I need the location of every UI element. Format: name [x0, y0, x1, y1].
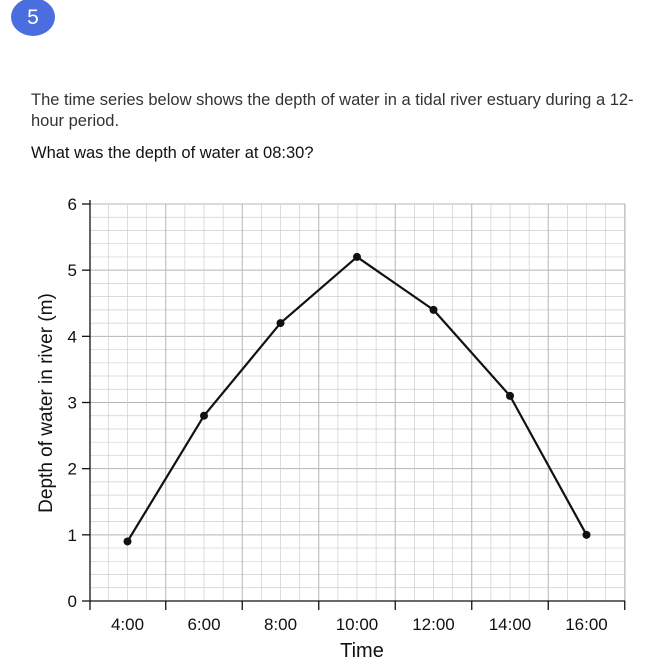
y-axis-title: Depth of water in river (m) [36, 293, 57, 513]
x-tick-label: 14:00 [489, 615, 532, 634]
x-tick-label: 16:00 [565, 615, 608, 634]
y-tick-label: 2 [68, 460, 77, 479]
data-point [123, 537, 132, 546]
chart-series [123, 252, 591, 546]
question-intro-text: The time series below shows the depth of… [31, 91, 634, 130]
question-number-badge: 5 [11, 0, 55, 36]
data-point [200, 411, 208, 420]
y-tick-label: 0 [68, 592, 77, 611]
data-point [582, 530, 591, 539]
x-tick-label: 6:00 [187, 615, 220, 634]
y-tick-label: 6 [68, 195, 77, 214]
chart-axes [82, 200, 626, 610]
x-tick-label: 4:00 [111, 615, 144, 634]
chart-grid [90, 203, 626, 601]
x-tick-label: 10:00 [336, 615, 379, 634]
x-tick-label: 8:00 [264, 615, 297, 634]
y-tick-label: 5 [68, 261, 77, 280]
y-tick-label: 3 [68, 394, 77, 413]
chart-labels: 0 1 2 3 4 5 6 4:00 6:00 8:00 10:00 12:00 14:00 16:00 T… [36, 195, 608, 662]
data-point [276, 319, 285, 328]
question-prompt: What was the depth of water at 08:30? [31, 144, 314, 162]
data-point [429, 305, 438, 314]
data-point [506, 391, 514, 400]
y-tick-label: 1 [68, 526, 77, 545]
x-tick-label: 12:00 [412, 615, 455, 634]
y-tick-label: 4 [68, 327, 77, 346]
data-point [353, 252, 361, 261]
x-axis-title: Time [340, 640, 384, 662]
